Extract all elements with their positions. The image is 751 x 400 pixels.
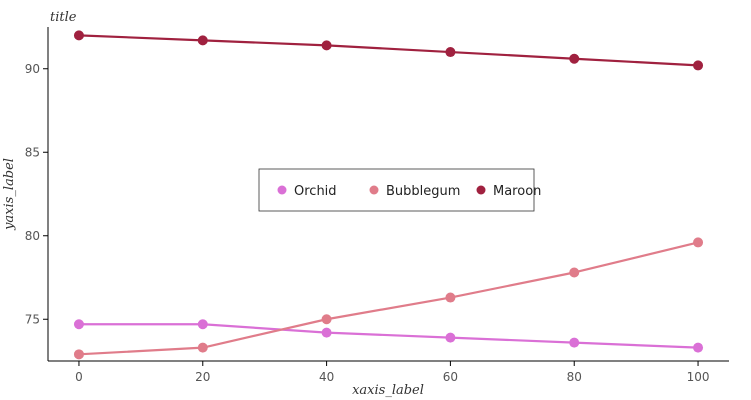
maroon-point — [73, 30, 84, 41]
bubblegum-point — [445, 292, 456, 303]
legend: Orchid Bubblegum Maroon — [258, 168, 541, 212]
legend-marker-bubblegum — [369, 185, 379, 195]
series-layer — [73, 30, 704, 360]
legend-box — [258, 168, 535, 212]
legend-item-bubblegum: Bubblegum — [369, 184, 460, 199]
x-tick-label: 60 — [443, 370, 458, 384]
legend-label-bubblegum: Bubblegum — [386, 184, 460, 199]
orchid-point — [73, 319, 84, 330]
y-tick-label: 75 — [25, 312, 40, 326]
legend-marker-orchid — [277, 185, 287, 195]
orchid-line — [77, 323, 700, 349]
legend-items: Orchid Bubblegum Maroon — [277, 184, 541, 199]
orchid-point — [569, 337, 580, 348]
bubblegum-line — [77, 241, 700, 356]
x-tick-label: 0 — [75, 370, 83, 384]
maroon-point — [693, 60, 704, 71]
axes — [47, 27, 729, 362]
bubblegum-point — [569, 267, 580, 278]
y-ticks: 75 80 85 90 — [25, 62, 48, 326]
legend-marker-maroon — [476, 185, 486, 195]
legend-item-maroon: Maroon — [476, 184, 541, 199]
orchid-point — [445, 332, 456, 343]
y-tick-label: 90 — [25, 62, 40, 76]
legend-label-maroon: Maroon — [493, 184, 541, 199]
orchid-point — [693, 342, 704, 353]
bubblegum-point — [693, 237, 704, 248]
legend-item-orchid: Orchid — [277, 184, 337, 199]
maroon-line — [77, 34, 700, 67]
y-tick-label: 85 — [25, 145, 40, 159]
chart-title: title — [50, 10, 77, 25]
maroon-point — [197, 35, 208, 46]
orchid-point — [321, 327, 332, 338]
x-tick-label: 20 — [195, 370, 210, 384]
orchid-point — [197, 319, 208, 330]
x-axis-label: xaxis_label — [352, 383, 424, 398]
series-bubblegum — [73, 237, 704, 360]
bubblegum-point — [321, 314, 332, 325]
maroon-point — [445, 47, 456, 58]
y-axis-label: yaxis_label — [2, 158, 17, 231]
bubblegum-point — [197, 342, 208, 353]
legend-label-orchid: Orchid — [294, 184, 337, 199]
series-orchid — [73, 319, 704, 353]
x-tick-label: 100 — [687, 370, 710, 384]
maroon-point — [569, 53, 580, 64]
bubblegum-point — [73, 349, 84, 360]
x-tick-label: 40 — [319, 370, 334, 384]
series-maroon — [73, 30, 704, 71]
maroon-point — [321, 40, 332, 51]
x-ticks: 0 20 40 60 80 100 — [75, 361, 709, 384]
x-tick-label: 80 — [567, 370, 582, 384]
y-tick-label: 80 — [25, 229, 40, 243]
